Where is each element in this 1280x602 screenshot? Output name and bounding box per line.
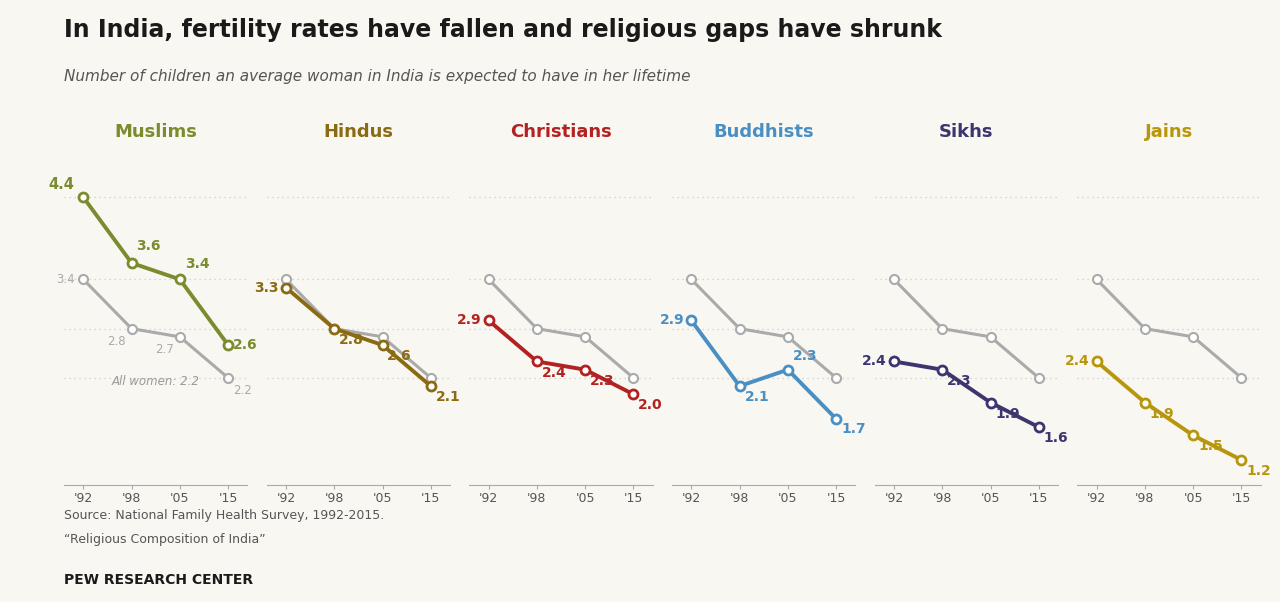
Text: Hindus: Hindus [324,123,393,141]
Text: PEW RESEARCH CENTER: PEW RESEARCH CENTER [64,573,253,587]
Text: 2.3: 2.3 [947,374,972,388]
Text: 2.0: 2.0 [639,399,663,412]
Text: 3.4: 3.4 [56,273,74,286]
Text: In India, fertility rates have fallen and religious gaps have shrunk: In India, fertility rates have fallen an… [64,18,942,42]
Text: 1.2: 1.2 [1247,464,1271,478]
Text: Buddhists: Buddhists [713,123,814,141]
Text: Number of children an average woman in India is expected to have in her lifetime: Number of children an average woman in I… [64,69,690,84]
Text: 3.6: 3.6 [137,239,161,253]
Text: 1.9: 1.9 [1149,406,1174,421]
Text: 2.7: 2.7 [155,343,174,356]
Text: 1.7: 1.7 [841,422,865,436]
Text: 2.6: 2.6 [388,349,412,363]
Text: 4.4: 4.4 [49,178,74,193]
Text: 2.8: 2.8 [339,333,364,347]
Text: Sikhs: Sikhs [940,123,993,141]
Text: 2.1: 2.1 [745,390,769,404]
Text: 2.8: 2.8 [108,335,125,348]
Text: 2.9: 2.9 [457,314,481,327]
Text: 1.5: 1.5 [1198,439,1222,453]
Text: Christians: Christians [511,123,612,141]
Text: 3.4: 3.4 [184,257,210,271]
Text: All women: 2.2: All women: 2.2 [111,374,200,388]
Text: 2.3: 2.3 [792,349,818,363]
Text: “Religious Composition of India”: “Religious Composition of India” [64,533,266,546]
Text: 1.6: 1.6 [1043,431,1069,445]
Text: 2.3: 2.3 [590,374,614,388]
Text: Jains: Jains [1144,123,1193,141]
Text: 2.4: 2.4 [541,365,567,380]
Text: 2.1: 2.1 [435,390,461,404]
Text: 2.4: 2.4 [1065,355,1089,368]
Text: 3.3: 3.3 [255,281,279,294]
Text: 1.9: 1.9 [996,406,1020,421]
Text: 2.6: 2.6 [233,338,257,352]
Text: 2.4: 2.4 [861,355,887,368]
Text: 2.2: 2.2 [233,385,252,397]
Text: Source: National Family Health Survey, 1992-2015.: Source: National Family Health Survey, 1… [64,509,384,522]
Text: 2.9: 2.9 [659,314,684,327]
Text: Muslims: Muslims [114,123,197,141]
